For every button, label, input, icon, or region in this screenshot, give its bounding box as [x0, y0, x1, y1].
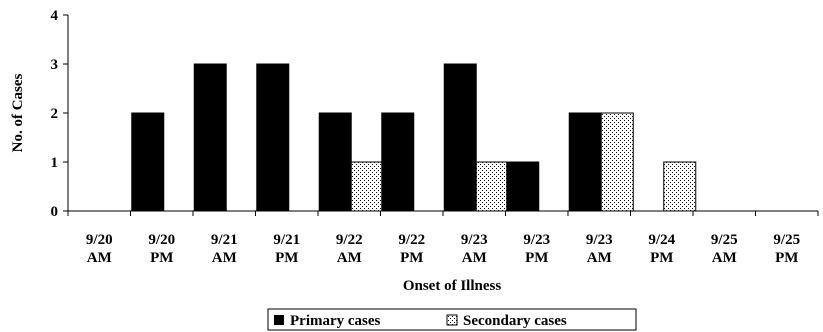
x-tick-label-period: PM [400, 250, 423, 266]
x-tick-label-period: AM [712, 250, 737, 266]
bar-secondary-cases [350, 161, 384, 212]
legend: Primary cases Secondary cases [267, 308, 637, 331]
y-tick-label: 0 [51, 204, 59, 220]
x-tick-label-date: 9/22 [336, 232, 363, 248]
bar-primary-cases [443, 63, 477, 212]
bar-secondary-cases [663, 161, 697, 212]
axes [67, 15, 818, 212]
x-tick-label-date: 9/25 [773, 232, 800, 248]
x-tick-label-period: AM [87, 250, 112, 266]
y-tick-label: 4 [51, 8, 59, 24]
y-tick-label: 3 [51, 57, 59, 73]
x-tick-label-period: PM [275, 250, 298, 266]
bar-primary-cases [318, 112, 352, 212]
y-tick-label: 1 [51, 155, 59, 171]
legend-swatch-secondary [446, 314, 458, 326]
x-tick-label-date: 9/21 [273, 232, 300, 248]
x-tick-label-date: 9/24 [648, 232, 675, 248]
legend-swatch-primary [274, 315, 284, 325]
bar-primary-cases [506, 161, 540, 212]
x-tick-label-period: AM [587, 250, 612, 266]
x-tick-label-date: 9/20 [148, 232, 175, 248]
x-tick-label-period: AM [212, 250, 237, 266]
y-axis-title: No. of Cases [10, 73, 26, 152]
x-tick-label-period: PM [150, 250, 173, 266]
x-tick-label-date: 9/21 [211, 232, 238, 248]
x-tick-label-period: PM [525, 250, 548, 266]
bar-primary-cases [256, 63, 290, 212]
x-tick-label-date: 9/20 [86, 232, 113, 248]
x-tick-label-period: AM [337, 250, 362, 266]
x-tick-label-date: 9/23 [523, 232, 550, 248]
x-tick-label-period: AM [462, 250, 487, 266]
x-axis-title: Onset of Illness [403, 278, 502, 294]
bar-secondary-cases [475, 161, 509, 212]
bars [131, 63, 697, 212]
x-tick-label-period: PM [775, 250, 798, 266]
bar-secondary-cases [600, 112, 634, 212]
legend-label-primary: Primary cases [290, 313, 381, 329]
bar-primary-cases [131, 112, 165, 212]
x-tick-label-date: 9/23 [586, 232, 613, 248]
bar-primary-cases [193, 63, 227, 212]
legend-label-secondary: Secondary cases [463, 313, 567, 329]
x-tick-label-date: 9/25 [711, 232, 738, 248]
bar-primary-cases [568, 112, 602, 212]
x-tick-label-period: PM [650, 250, 673, 266]
y-tick-label: 2 [51, 106, 59, 122]
x-tick-label-date: 9/22 [398, 232, 425, 248]
bar-primary-cases [381, 112, 415, 212]
x-tick-label-date: 9/23 [461, 232, 488, 248]
tick-labels: 0 1 2 3 4 9/20 AM 9/20 PM 9/21 AM 9/21 PM 9/22 AM 9/22 P… [51, 8, 819, 266]
